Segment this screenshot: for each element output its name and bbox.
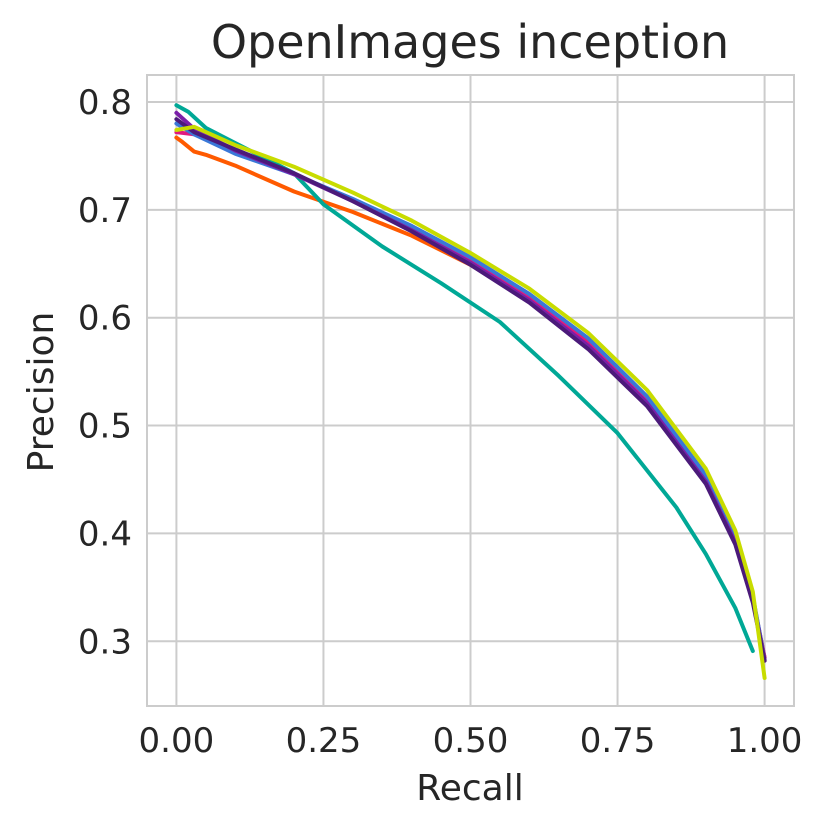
y-tick-label: 0.3 [78,622,132,662]
y-tick-labels: 0.3 0.4 0.5 0.6 0.7 0.8 [78,83,132,662]
y-tick-label: 0.8 [78,83,132,123]
chart-title: OpenImages inception [211,15,729,69]
x-axis-label: Recall [416,768,523,809]
x-tick-label: 1.00 [727,721,803,761]
pr-curve-7 [174,124,767,680]
y-tick-label: 0.5 [78,407,132,447]
pr-curve-4 [174,121,767,662]
x-tick-label: 0.50 [433,721,509,761]
pr-curve-6 [174,117,767,663]
x-tick-label: 0.25 [286,721,362,761]
x-tick-label: 0.75 [580,721,656,761]
pr-curve-2 [174,103,755,653]
y-tick-label: 0.4 [78,514,132,554]
y-axis-label: Precision [21,312,62,473]
y-tick-label: 0.6 [78,299,132,339]
x-tick-labels: 0.00 0.25 0.50 0.75 1.00 [139,721,803,761]
y-tick-label: 0.7 [78,191,132,231]
plot-frame [146,74,795,707]
x-tick-label: 0.00 [139,721,215,761]
series-layer [174,103,767,680]
